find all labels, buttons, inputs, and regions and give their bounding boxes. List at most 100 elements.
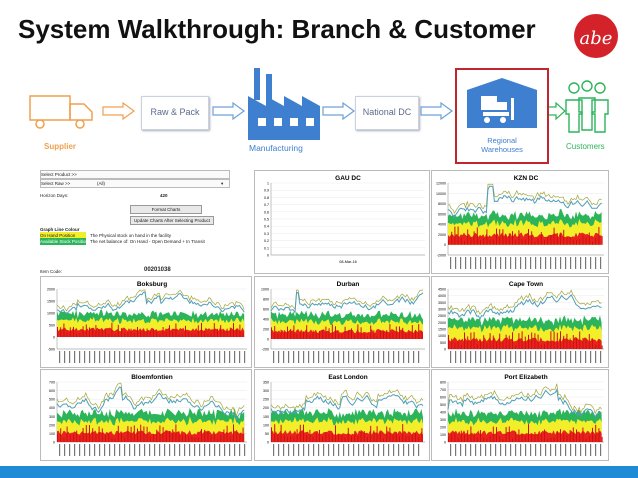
y-tick-label: 0 [444, 348, 446, 352]
y-tick-label: 700 [440, 388, 446, 392]
chart-svg: Durban 1000 800 600 400 200 0 -200 [261, 281, 425, 363]
y-tick-label: 500 [440, 403, 446, 407]
y-tick-label: 0.1 [264, 246, 269, 250]
page-title: System Walkthrough: Branch & Customer [18, 14, 536, 44]
national-dc-box: National DC [355, 96, 419, 130]
y-tick-label: 1000 [438, 334, 446, 338]
y-tick-label: 250 [263, 398, 269, 402]
national-dc-label: National DC [362, 107, 412, 117]
chart-bloemfontien: Bloemfontien 700 600 500 400 300 200 100 0 [40, 369, 252, 461]
y-tick-label: 800 [263, 298, 269, 302]
y-tick-label: 0.5 [264, 218, 269, 222]
chart-title: Boksburg [137, 281, 167, 288]
chart-port-elizabeth: Port Elizabeth 800 700 600 500 400 300 200 100 0 [431, 369, 609, 461]
y-tick-label: -200 [262, 348, 269, 352]
legend-onhand-desc: The Physical stock on hand in the facili… [90, 233, 172, 238]
chart-svg: East London 350 300 250 200 150 100 50 0 [263, 374, 425, 456]
y-tick-label: 100 [49, 432, 55, 436]
y-tick-label: 1500 [47, 300, 55, 304]
y-tick-label: 800 [440, 381, 446, 385]
y-tick-label: 0.6 [264, 210, 269, 214]
y-tick-label: 500 [440, 341, 446, 345]
y-tick-label: 1500 [438, 328, 446, 332]
chart-title: East London [328, 374, 367, 381]
abe-logo: abe [574, 14, 618, 58]
y-tick-label: 2500 [438, 314, 446, 318]
y-tick-label: -2000 [437, 254, 446, 258]
horizon-label: Horizon Days: [40, 193, 69, 198]
y-tick-label: 100 [440, 433, 446, 437]
manufacturing-label: Manufacturing [249, 143, 303, 153]
chart-svg: KZN DC 12000 10000 8000 6000 4000 2000 0 -2000 [436, 175, 604, 269]
arrow-icon [322, 102, 356, 120]
arrow-icon [547, 102, 566, 120]
select-product-label: Select Product >> [41, 172, 77, 177]
y-tick-label: 0.2 [264, 239, 269, 243]
y-tick-label: 150 [263, 415, 269, 419]
y-tick-label: 4000 [438, 294, 446, 298]
chart-svg: Boksburg 2000 1500 1000 500 0 -500 [47, 281, 247, 363]
y-tick-label: 8000 [438, 202, 446, 206]
chevron-down-icon[interactable]: ▾ [221, 181, 224, 186]
y-tick-label: 0.7 [264, 203, 269, 207]
chart-title: Port Elizabeth [504, 374, 547, 381]
y-tick-label: 500 [49, 324, 55, 328]
chart-boksburg: Boksburg 2000 1500 1000 500 0 -500 [40, 276, 252, 368]
y-tick-label: 0 [53, 336, 55, 340]
truck-icon [29, 95, 93, 129]
chart-svg: GAU DC 1 0.9 0.8 0.7 0.6 0.5 0.4 0.3 0.2 0.1 0 08-Ma… [264, 175, 425, 264]
raw-pack-box: Raw & Pack [141, 96, 209, 130]
y-tick-label: -500 [48, 348, 55, 352]
y-tick-label: 4500 [438, 288, 446, 292]
y-tick-label: 2000 [47, 288, 55, 292]
y-tick-label: 3500 [438, 301, 446, 305]
y-tick-label: 2000 [438, 321, 446, 325]
select-raw-row[interactable]: Select Raw >> (All) ▾ [40, 179, 230, 188]
x-axis-label: 08-Mar-16 [339, 260, 357, 264]
select-raw-label: Select Raw >> [41, 181, 71, 186]
factory-icon [248, 68, 320, 140]
chart-kzn-dc: KZN DC 12000 10000 8000 6000 4000 2000 0 -2000 [431, 170, 609, 274]
y-tick-label: 500 [49, 398, 55, 402]
chart-east-london: East London 350 300 250 200 150 100 50 0 [254, 369, 430, 461]
format-charts-button[interactable]: Format Charts [130, 205, 202, 214]
y-tick-label: 0.4 [264, 225, 269, 229]
control-panel: Select Product >> Select Raw >> (All) ▾ … [40, 170, 230, 275]
y-tick-label: 400 [49, 406, 55, 410]
y-tick-label: 350 [263, 381, 269, 385]
y-tick-label: 600 [263, 308, 269, 312]
y-tick-label: 0 [267, 254, 269, 258]
chart-durban: Durban 1000 800 600 400 200 0 -200 [254, 276, 430, 368]
chart-title: Durban [337, 281, 360, 288]
y-tick-label: 3000 [438, 308, 446, 312]
select-product-row[interactable]: Select Product >> [40, 170, 230, 179]
item-code-label: Item Code: [40, 269, 63, 274]
logo-text: abe [580, 28, 613, 49]
y-tick-label: 0 [267, 338, 269, 342]
y-tick-label: 12000 [436, 182, 446, 186]
y-tick-label: 200 [440, 426, 446, 430]
y-tick-label: 0 [53, 441, 55, 445]
legend-onhand: On Hand Position [40, 232, 86, 239]
chart-title: Cape Town [509, 281, 543, 288]
chart-title: Bloemfontien [131, 374, 173, 381]
supplier-label: Supplier [44, 142, 77, 151]
regional-warehouses-highlight: Regional Warehouses [455, 68, 549, 164]
y-tick-label: 50 [265, 432, 269, 436]
arrow-icon [420, 102, 454, 120]
y-tick-label: 4000 [438, 223, 446, 227]
y-tick-label: 1 [267, 182, 269, 186]
y-tick-label: 700 [49, 381, 55, 385]
y-tick-label: 0 [444, 441, 446, 445]
arrow-icon [102, 102, 136, 120]
y-tick-label: 200 [263, 406, 269, 410]
customers-icon [565, 80, 609, 133]
y-tick-label: 1000 [47, 312, 55, 316]
select-raw-value: (All) [97, 181, 105, 186]
flow-diagram: Supplier Raw & Pack Manufacturing Nation… [0, 62, 638, 170]
item-code-value: 00201038 [144, 267, 171, 273]
y-tick-label: 100 [263, 423, 269, 427]
legend-available-desc: The net balance of: On Hand - Open Deman… [90, 239, 205, 244]
update-charts-button[interactable]: Update Charts After Selecting Product [130, 216, 214, 225]
chart-gau-dc: GAU DC 1 0.9 0.8 0.7 0.6 0.5 0.4 0.3 0.2 0.1 0 08-Ma… [254, 170, 430, 274]
